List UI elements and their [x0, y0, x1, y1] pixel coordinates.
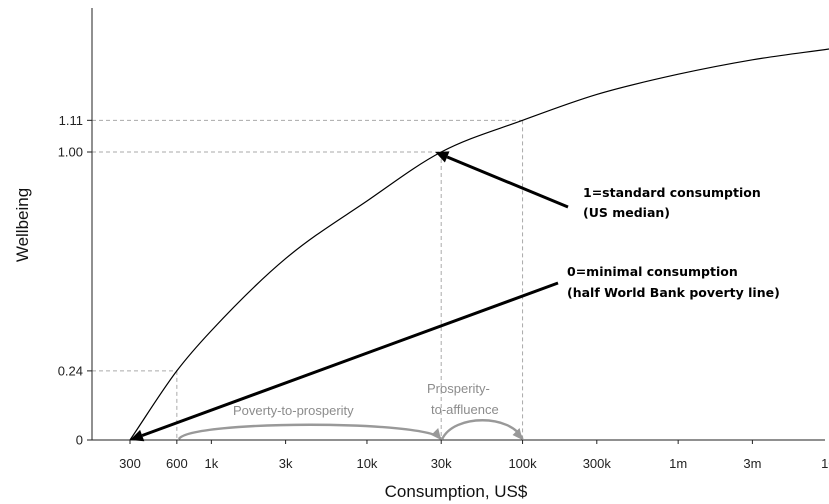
arrow-standard-consumption [446, 155, 569, 209]
annotation-minimal-line2: (half World Bank poverty line) [567, 285, 780, 300]
reference-lines [92, 119, 524, 440]
arrow-minimal-consumption-head [130, 429, 145, 442]
arc-prosperity-to-affluence [441, 419, 524, 440]
x-tick-label: 1k [204, 456, 218, 471]
x-tick-label: 30k [431, 456, 452, 471]
y-axis-title: Wellbeing [13, 188, 32, 262]
x-tick-label: 100k [508, 456, 537, 471]
y-tick-label: 0.24 [58, 363, 83, 378]
x-axis-title: Consumption, US$ [385, 482, 528, 501]
arc-prosperity-to-affluence-head [512, 428, 523, 440]
y-ticks: 0 0.24 1.00 1.11 [58, 113, 92, 448]
x-tick-label: 3m [743, 456, 761, 471]
x-tick-label: 300 [119, 456, 141, 471]
arc-poverty-to-prosperity-head [431, 428, 442, 440]
x-tick-label: 10k [356, 456, 377, 471]
x-ticks: 300 600 1k 3k 10k 30k 100k 300k 1m 3m 10m [119, 440, 829, 471]
x-tick-label: 1m [669, 456, 687, 471]
y-tick-label: 1.11 [59, 113, 83, 128]
arrow-standard-consumption-head [435, 151, 450, 163]
arrow-minimal-consumption [141, 281, 559, 437]
annotation-minimal-line1: 0=minimal consumption [567, 264, 738, 279]
grey-arcs [177, 419, 524, 440]
y-tick-label: 0 [76, 433, 83, 448]
annotation-prosperity-line2: to-affluence [431, 402, 499, 417]
annotation-standard-line2: (US median) [583, 205, 670, 220]
annotation-prosperity-line1: Prosperity- [427, 381, 490, 396]
black-arrows [130, 151, 569, 442]
x-tick-label: 10m [821, 456, 829, 471]
arc-poverty-to-prosperity [177, 423, 443, 440]
x-tick-label: 600 [166, 456, 188, 471]
annotation-standard-line1: 1=standard consumption [583, 185, 761, 200]
x-tick-label: 300k [583, 456, 612, 471]
annotation-poverty-to-prosperity: Poverty-to-prosperity [233, 403, 354, 418]
x-tick-label: 3k [279, 456, 293, 471]
y-tick-label: 1.00 [58, 145, 83, 160]
